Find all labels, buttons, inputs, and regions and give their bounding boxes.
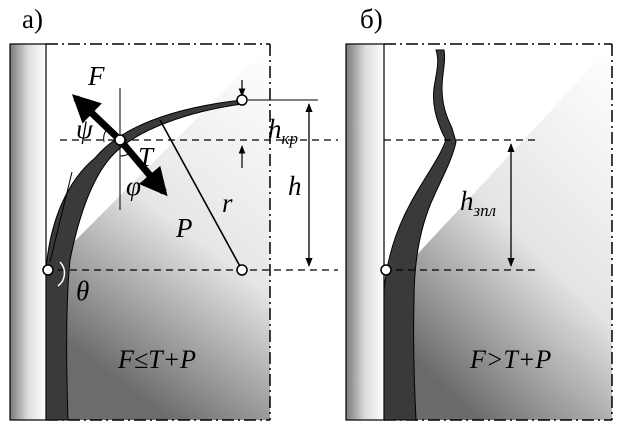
panel-b-point-wall (380, 264, 392, 276)
panel-b-liquid-film (383, 49, 457, 421)
panel-a-force-P-arrow (117, 137, 168, 197)
panel-a: а) F (9, 4, 338, 421)
panel-a-point-contact (114, 134, 126, 146)
panel-a-label-F: F (87, 61, 105, 91)
panel-a-label-T: T (138, 142, 155, 172)
panel-b-wall (345, 43, 385, 421)
panel-b: б) hзпл F>T+P (345, 4, 613, 421)
panel-b-label-hzpl: hзпл (460, 186, 496, 220)
panel-a-point-center (236, 264, 248, 276)
panel-a-liquid-region (46, 45, 270, 420)
panel-a-liquid-film (45, 99, 243, 421)
panel-a-theta-arc (57, 261, 66, 287)
panel-b-hzpl-base: h (460, 186, 474, 216)
panel-a-frame (46, 43, 271, 421)
panel-b-label: б) (360, 4, 383, 34)
panel-b-condition: F>T+P (469, 345, 551, 374)
panel-b-liquid-region (384, 45, 612, 420)
panel-a-label-phi: φ (126, 171, 141, 201)
panel-a-label-theta: θ (76, 276, 89, 306)
panel-a-label-hkr: hкр (268, 114, 298, 148)
panel-a-label-h: h (288, 171, 302, 201)
panel-a-condition: F≤T+P (117, 345, 196, 374)
panel-a-label-r: r (222, 188, 233, 218)
panel-b-hzpl-sub: зпл (473, 201, 497, 220)
panel-b-frame (384, 43, 613, 421)
panel-a-hkr-sub: кр (282, 129, 298, 148)
panel-a-label-P: P (175, 213, 193, 243)
panel-a-point-top (236, 94, 248, 106)
panel-a-hkr-base: h (268, 114, 282, 144)
panel-a-point-wall (42, 264, 54, 276)
panel-a-force-F-arrow (71, 94, 123, 143)
panel-a-label-psi: ψ (76, 114, 94, 144)
panel-a-label: а) (22, 4, 43, 34)
panel-a-radius-line (159, 119, 243, 271)
panel-a-wall-tangent (49, 171, 73, 263)
panel-a-phi-arc (119, 151, 132, 157)
panel-a-psi-arc (103, 127, 109, 143)
panel-a-wall (9, 43, 47, 421)
